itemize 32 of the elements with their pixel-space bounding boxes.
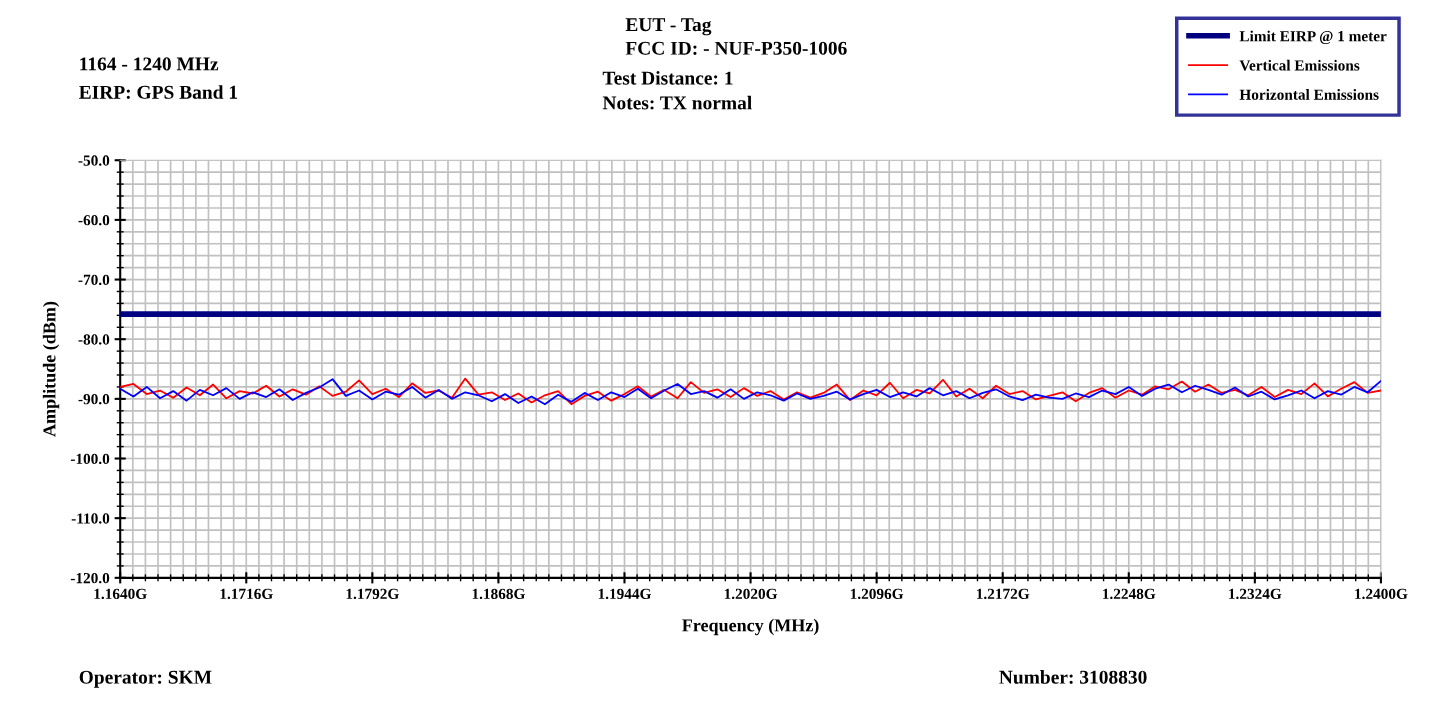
- y-tick-label: -100.0: [70, 453, 110, 465]
- x-tick-label: 1.1792G: [346, 588, 399, 600]
- y-tick-label: -90.0: [78, 394, 110, 405]
- x-axis-title: Frequency (MHz): [682, 618, 819, 636]
- x-tick-label: 1.2400G: [1355, 588, 1408, 600]
- chart-title: EUT - Tag: [625, 18, 712, 36]
- y-tick-label: -50.0: [78, 155, 110, 166]
- y-tick-label: -70.0: [78, 274, 110, 286]
- x-tick-label: 1.2324G: [1229, 588, 1282, 600]
- y-axis-title: Amplitude (dBm): [42, 301, 60, 437]
- legend-label: Vertical Emissions: [1239, 59, 1360, 71]
- text: Notes: TX normal: [602, 95, 752, 110]
- text: Number: 3108830: [999, 670, 1147, 684]
- x-tick-label: 1.2172G: [976, 588, 1030, 600]
- x-tick-label: 1.1716G: [220, 588, 273, 600]
- chart-subtitle: FCC ID: - NUF-P350-1006: [625, 41, 847, 55]
- x-tick-label: 1.2096G: [850, 588, 904, 600]
- y-tick-label: -110.0: [71, 513, 110, 524]
- x-tick-label: 1.1868G: [472, 588, 525, 600]
- text: Test Distance: 1: [602, 70, 733, 85]
- x-tick-label: 1.2248G: [1103, 588, 1156, 600]
- x-tick-label: 1.2020G: [724, 588, 778, 600]
- y-tick-label: -60.0: [78, 215, 110, 226]
- x-tick-label: 1.1944G: [598, 588, 652, 600]
- x-tick-label: 1.1640G: [94, 588, 147, 600]
- text: 1164 - 1240 MHz: [80, 57, 219, 71]
- legend-label: Limit EIRP @ 1 meter: [1239, 30, 1387, 45]
- legend-label: Horizontal Emissions: [1239, 89, 1379, 100]
- text: Operator: SKM: [79, 670, 212, 688]
- y-tick-label: -80.0: [78, 334, 110, 345]
- y-tick-label: -120.0: [70, 572, 110, 584]
- text: EIRP: GPS Band 1: [79, 85, 238, 99]
